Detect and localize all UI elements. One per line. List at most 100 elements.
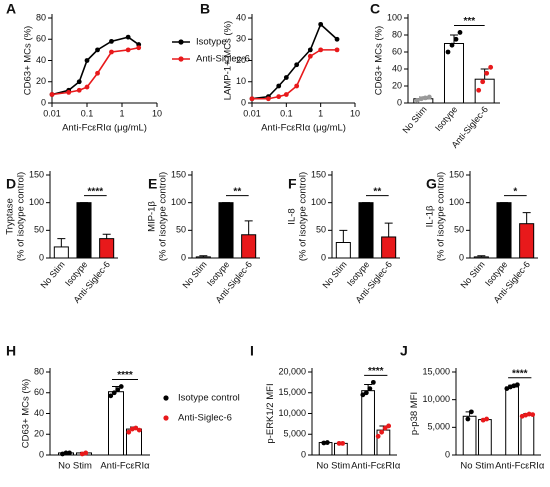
data-point [422,95,428,101]
bar [496,202,512,259]
x-tick-label: Isotype [433,104,459,133]
error-bar [384,222,393,237]
bar [358,202,374,259]
x-tick-label: 0.01 [243,108,261,118]
significance-label: **** [368,366,384,377]
bar [361,390,375,456]
panel-label: B [200,1,210,17]
data-point [76,87,82,93]
x-tick-label: Anti-FcεRIα [495,461,545,472]
y-tick-label: 5,000 [427,422,450,432]
x-tick-label: 10 [350,108,360,118]
y-tick-label: 15,000 [278,387,306,397]
data-point [294,62,300,68]
bar [473,256,489,259]
data-point [457,30,463,35]
data-point [67,450,72,456]
bar [241,234,257,259]
y-tick-label: 0 [241,97,246,107]
error-bar [57,238,66,247]
data-point [367,386,373,391]
bar [519,223,535,259]
data-point [276,83,282,89]
x-tick-label: 0.01 [43,108,61,118]
bar [381,236,397,259]
y-axis-label: IL-1β [424,205,435,227]
panel-label: J [400,343,408,359]
y-tick-label: 0 [397,97,402,107]
y-tick-label: 20 [36,76,46,86]
y-tick-label: 0 [301,449,306,459]
data-point [109,38,114,44]
x-tick-label: 10 [152,108,162,118]
x-tick-label: No Stim [460,461,494,472]
x-axis-label: Anti-FcεRIα (μg/mL) [62,123,147,134]
legend-marker [178,39,184,45]
data-point [133,425,139,431]
x-tick-label: Anti-FcεRIα [100,461,150,472]
panel-label: C [370,1,380,17]
legend-marker [178,56,184,62]
data-point [340,440,346,446]
bar [99,238,115,259]
y-tick-label: 40 [36,55,46,65]
y-tick-label: 0 [181,252,186,262]
significance-label: **** [117,370,133,381]
data-point [488,64,494,70]
y-axis-label: p-ERK1/2 MFI [265,383,276,443]
panel-label: H [6,343,16,359]
y-tick-label: 10,000 [422,394,450,404]
data-point [530,412,536,418]
data-point [307,47,313,53]
data-point [63,450,69,456]
x-tick-label: No Stim [316,461,350,472]
data-point [382,425,388,431]
panel-label: F [288,176,297,192]
data-point [480,79,486,85]
y-tick-label: 50 [34,225,44,235]
data-point [321,440,327,446]
bar [478,419,492,456]
bar [76,202,92,259]
legend-marker [163,415,169,421]
y-tick-label: 40 [34,408,44,418]
bar [335,242,351,259]
y-axis-label: (% of isotype control) [297,172,308,261]
series-line [251,23,338,100]
y-tick-label: 0 [41,97,46,107]
data-point [324,440,330,445]
x-tick-label: No Stim [458,259,486,290]
data-point [426,94,432,100]
data-point [294,83,300,89]
y-tick-label: 100 [449,197,464,207]
y-tick-label: 50 [454,225,464,235]
y-axis-label: (% of isotype control) [435,172,446,261]
y-tick-label: 15,000 [422,366,450,376]
y-axis-label: p-p38 MFI [409,392,420,435]
data-point [318,21,324,27]
y-axis-label: Tryptase [4,198,15,235]
data-point [453,36,459,42]
error-bar [339,229,348,243]
data-point [465,416,471,422]
data-point [476,87,482,93]
data-point [115,387,121,393]
y-tick-label: 40 [392,63,402,73]
y-tick-label: 100 [29,197,44,207]
data-point [336,440,342,446]
y-tick-label: 0 [459,252,464,262]
data-point [125,34,131,40]
bar [53,246,69,259]
data-point [265,96,271,102]
panel-label: I [250,343,254,359]
x-axis-label: Anti-FcεRIα (μg/mL) [261,123,346,134]
data-point [370,379,376,385]
data-point [95,70,100,76]
data-point [49,92,55,97]
data-point [360,392,366,398]
data-point [283,92,289,97]
bar [376,429,391,456]
data-point [334,36,340,42]
x-tick-label: 1 [318,108,323,118]
